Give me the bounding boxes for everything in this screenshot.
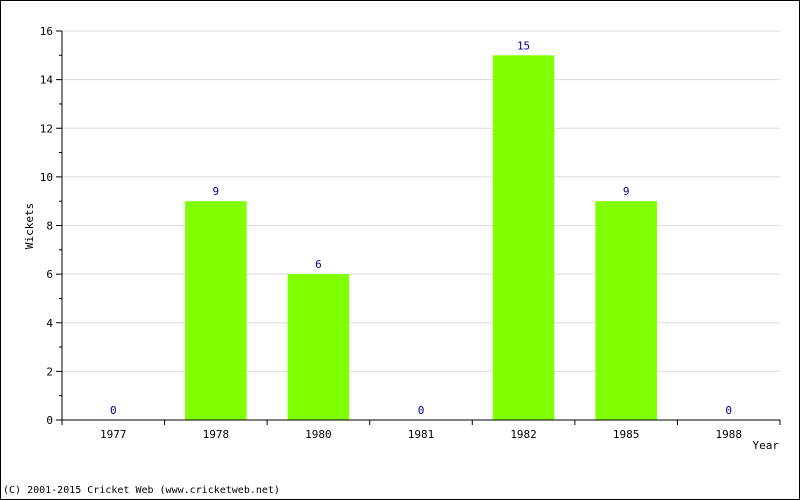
y-tick-label: 6 [46,268,53,281]
data-label-1985: 9 [623,185,630,198]
axes [56,30,781,425]
x-tick-label: 1981 [408,428,435,441]
y-tick-label: 0 [46,414,53,427]
x-tick-label: 1982 [510,428,537,441]
bar-1978 [185,201,247,420]
x-tick-label: 1985 [613,428,640,441]
y-axis-title: Wickets [23,203,36,249]
x-tick-label: 1978 [203,428,230,441]
data-label-1981: 0 [418,404,425,417]
y-tick-label: 4 [46,317,53,330]
bars [185,55,657,420]
data-label-1982: 15 [517,39,530,52]
bar-1982 [492,55,555,420]
x-tick-label: 1980 [305,428,332,441]
y-tick-label: 2 [46,365,53,378]
x-tick-labels: 1977 1978 1980 1981 1982 1985 1988 [100,428,742,441]
data-label-1980: 6 [315,258,322,271]
y-tick-label: 16 [40,25,53,38]
data-label-1978: 9 [213,185,220,198]
y-tick-label: 14 [40,74,54,87]
x-tick-label: 1977 [100,428,127,441]
bar-1980 [287,274,350,420]
x-axis-title: Year [753,439,780,452]
x-tick-label: 1988 [715,428,742,441]
gridlines [62,30,780,372]
data-label-1977: 0 [110,404,117,417]
y-tick-label: 8 [46,220,53,233]
bar-1985 [595,201,657,420]
copyright-text: (C) 2001-2015 Cricket Web (www.cricketwe… [3,485,280,496]
data-label-1988: 0 [725,404,732,417]
y-tick-label: 12 [40,122,53,135]
y-tick-label: 10 [40,171,53,184]
y-tick-labels: 0 2 4 6 8 10 12 14 16 [40,25,54,427]
data-labels: 0 9 6 0 15 9 0 [110,39,732,417]
